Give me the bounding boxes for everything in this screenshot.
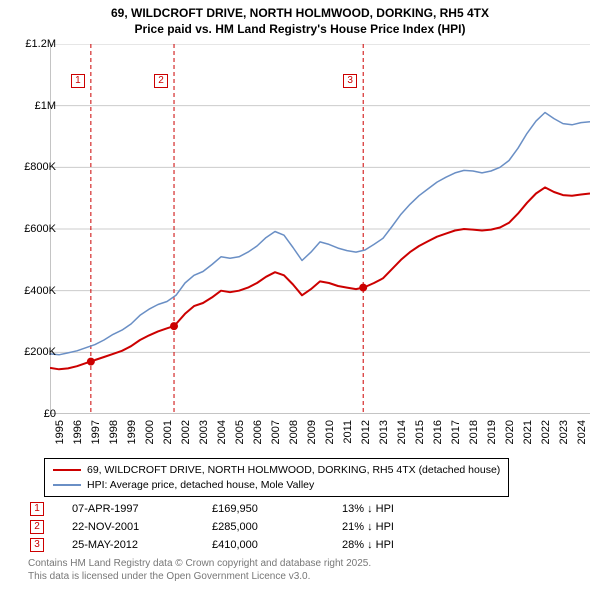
y-tick-label: £800K: [24, 161, 56, 173]
footnote: Contains HM Land Registry data © Crown c…: [28, 558, 371, 583]
chart-sale-marker-1: 1: [71, 74, 85, 88]
chart-sale-marker-2: 2: [154, 74, 168, 88]
sale-date-1: 07-APR-1997: [72, 503, 212, 515]
x-tick-label: 2003: [198, 420, 210, 444]
chart-legend: 69, WILDCROFT DRIVE, NORTH HOLMWOOD, DOR…: [44, 458, 509, 497]
legend-label-hpi: HPI: Average price, detached house, Mole…: [87, 478, 314, 493]
x-tick-label: 2012: [360, 420, 372, 444]
x-tick-label: 2006: [252, 420, 264, 444]
chart-svg: [50, 44, 590, 414]
x-tick-label: 2000: [144, 420, 156, 444]
legend-item-price-paid: 69, WILDCROFT DRIVE, NORTH HOLMWOOD, DOR…: [53, 463, 500, 478]
x-tick-label: 1998: [108, 420, 120, 444]
x-tick-label: 2008: [288, 420, 300, 444]
x-tick-label: 2024: [576, 420, 588, 444]
sale-marker-1: 1: [30, 502, 44, 516]
x-tick-label: 2019: [486, 420, 498, 444]
title-line-2: Price paid vs. HM Land Registry's House …: [10, 22, 590, 38]
footnote-line-2: This data is licensed under the Open Gov…: [28, 571, 371, 584]
chart-plot-area: [50, 44, 590, 414]
chart-title-block: 69, WILDCROFT DRIVE, NORTH HOLMWOOD, DOR…: [0, 0, 600, 39]
sale-price-2: £285,000: [212, 521, 342, 533]
x-tick-label: 2002: [180, 420, 192, 444]
x-tick-label: 2005: [234, 420, 246, 444]
x-tick-label: 2015: [414, 420, 426, 444]
y-tick-label: £600K: [24, 223, 56, 235]
sales-row-2: 2 22-NOV-2001 £285,000 21% ↓ HPI: [30, 518, 462, 536]
x-tick-label: 2001: [162, 420, 174, 444]
x-tick-label: 1999: [126, 420, 138, 444]
y-tick-label: £400K: [24, 285, 56, 297]
x-tick-label: 2011: [342, 420, 354, 444]
sales-table: 1 07-APR-1997 £169,950 13% ↓ HPI 2 22-NO…: [30, 500, 462, 554]
sale-marker-2: 2: [30, 520, 44, 534]
sale-price-1: £169,950: [212, 503, 342, 515]
x-tick-label: 2022: [540, 420, 552, 444]
x-tick-label: 1997: [90, 420, 102, 444]
x-tick-label: 2021: [522, 420, 534, 444]
y-tick-label: £1M: [35, 100, 56, 112]
sale-pct-1: 13% ↓ HPI: [342, 503, 462, 515]
x-tick-label: 2020: [504, 420, 516, 444]
x-tick-label: 1996: [72, 420, 84, 444]
sale-price-3: £410,000: [212, 539, 342, 551]
x-tick-label: 2014: [396, 420, 408, 444]
sale-pct-3: 28% ↓ HPI: [342, 539, 462, 551]
legend-swatch-price-paid: [53, 469, 81, 471]
x-tick-label: 2023: [558, 420, 570, 444]
footnote-line-1: Contains HM Land Registry data © Crown c…: [28, 558, 371, 571]
x-tick-label: 2004: [216, 420, 228, 444]
sale-date-3: 25-MAY-2012: [72, 539, 212, 551]
x-tick-label: 2010: [324, 420, 336, 444]
chart-sale-marker-3: 3: [343, 74, 357, 88]
legend-label-price-paid: 69, WILDCROFT DRIVE, NORTH HOLMWOOD, DOR…: [87, 463, 500, 478]
sale-pct-2: 21% ↓ HPI: [342, 521, 462, 533]
sales-row-1: 1 07-APR-1997 £169,950 13% ↓ HPI: [30, 500, 462, 518]
legend-item-hpi: HPI: Average price, detached house, Mole…: [53, 478, 500, 493]
x-tick-label: 2016: [432, 420, 444, 444]
sale-marker-3: 3: [30, 538, 44, 552]
x-tick-label: 1995: [54, 420, 66, 444]
x-tick-label: 2009: [306, 420, 318, 444]
x-tick-label: 2007: [270, 420, 282, 444]
y-tick-label: £1.2M: [25, 38, 56, 50]
sale-date-2: 22-NOV-2001: [72, 521, 212, 533]
y-tick-label: £200K: [24, 346, 56, 358]
legend-swatch-hpi: [53, 484, 81, 486]
sales-row-3: 3 25-MAY-2012 £410,000 28% ↓ HPI: [30, 536, 462, 554]
x-tick-label: 2013: [378, 420, 390, 444]
x-tick-label: 2017: [450, 420, 462, 444]
x-tick-label: 2018: [468, 420, 480, 444]
y-tick-label: £0: [44, 408, 56, 420]
title-line-1: 69, WILDCROFT DRIVE, NORTH HOLMWOOD, DOR…: [10, 6, 590, 22]
